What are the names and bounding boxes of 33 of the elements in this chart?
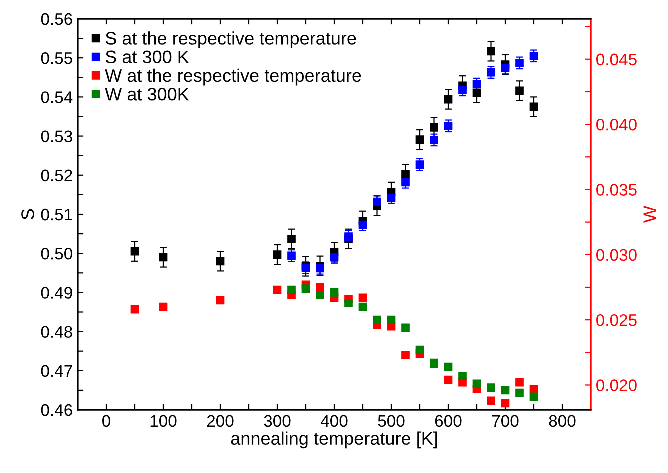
y-tick-label: 0.55	[41, 52, 72, 64]
y2-tick-label: 0.025	[596, 314, 637, 326]
y2-tick-label: 0.040	[596, 118, 637, 131]
legend-label: S at 300 K	[106, 50, 190, 64]
legend-label: S at the respective temperature	[106, 32, 356, 48]
x-tick-label: 500	[378, 415, 405, 428]
x-tick-label: 600	[435, 415, 462, 428]
x-tick-label: 400	[320, 415, 348, 428]
x-tick-label: 300	[264, 415, 291, 428]
legend-label: W at the respective temperature	[105, 68, 362, 86]
y-tick-label: 0.46	[41, 404, 72, 416]
x-tick-label: 700	[492, 415, 519, 428]
y-tick-label: 0.53	[41, 130, 72, 143]
y-axis-title: S	[22, 209, 34, 220]
y-tick-label: 0.51	[41, 208, 72, 221]
y2-tick-label: 0.020	[596, 380, 637, 392]
y2-tick-label: 0.035	[596, 184, 637, 196]
x-axis-title: annealing temperature [K]	[231, 432, 438, 449]
x-tick-label: 0	[102, 415, 110, 428]
y2-tick-label: 0.045	[596, 54, 637, 66]
x-tick-label: 100	[150, 415, 177, 428]
x-tick-label: 800	[549, 415, 576, 428]
y-tick-label: 0.49	[41, 287, 72, 299]
y-tick-label: 0.48	[41, 326, 72, 338]
y-tick-label: 0.52	[41, 170, 72, 182]
y-tick-label: 0.56	[41, 13, 72, 26]
x-tick-label: 200	[207, 415, 234, 428]
legend-label: W at 300K	[105, 88, 190, 101]
y-tick-label: 0.50	[41, 248, 72, 260]
y2-tick-label: 0.030	[596, 249, 637, 262]
y-tick-label: 0.47	[41, 365, 72, 378]
y2-axis-title: W	[644, 206, 656, 223]
y-tick-label: 0.54	[41, 92, 73, 104]
